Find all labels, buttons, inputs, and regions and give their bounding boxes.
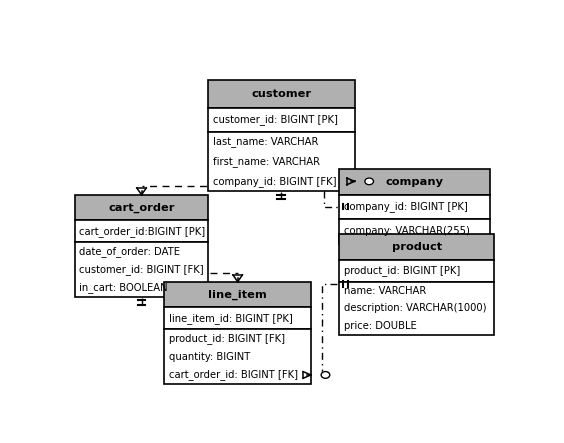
- Bar: [75, 195, 208, 220]
- Text: product: product: [392, 242, 442, 252]
- Bar: [340, 218, 490, 244]
- Text: company: VARCHAR(255): company: VARCHAR(255): [343, 226, 470, 237]
- Bar: [165, 282, 311, 307]
- Text: cart_order: cart_order: [108, 202, 175, 213]
- Text: quantity: BIGINT: quantity: BIGINT: [169, 352, 250, 362]
- Circle shape: [365, 178, 373, 185]
- Bar: [340, 234, 495, 260]
- Text: first_name: VARCHAR: first_name: VARCHAR: [213, 156, 320, 167]
- Text: line_item_id: BIGINT [PK]: line_item_id: BIGINT [PK]: [169, 313, 293, 324]
- Bar: [340, 260, 495, 282]
- Bar: [340, 169, 490, 195]
- Text: in_cart: BOOLEAN: in_cart: BOOLEAN: [79, 283, 168, 293]
- Text: price: DOUBLE: price: DOUBLE: [343, 321, 416, 331]
- Bar: [165, 330, 311, 384]
- Text: cart_order_id: BIGINT [FK]: cart_order_id: BIGINT [FK]: [169, 369, 298, 381]
- Circle shape: [321, 372, 330, 378]
- Text: product_id: BIGINT [PK]: product_id: BIGINT [PK]: [343, 265, 460, 276]
- Bar: [340, 195, 490, 218]
- Text: line_item: line_item: [208, 289, 267, 299]
- Bar: [208, 132, 355, 191]
- Text: date_of_order: DATE: date_of_order: DATE: [79, 246, 180, 257]
- Text: cart_order_id:BIGINT [PK]: cart_order_id:BIGINT [PK]: [79, 226, 205, 237]
- Bar: [208, 108, 355, 132]
- Bar: [75, 242, 208, 297]
- Bar: [165, 307, 311, 330]
- Text: description: VARCHAR(1000): description: VARCHAR(1000): [343, 303, 486, 313]
- Text: company_id: BIGINT [FK]: company_id: BIGINT [FK]: [213, 176, 336, 187]
- Text: product_id: BIGINT [FK]: product_id: BIGINT [FK]: [169, 333, 285, 344]
- Bar: [340, 282, 495, 334]
- Text: last_name: VARCHAR: last_name: VARCHAR: [213, 136, 318, 147]
- Text: customer_id: BIGINT [FK]: customer_id: BIGINT [FK]: [79, 264, 204, 275]
- Text: customer_id: BIGINT [PK]: customer_id: BIGINT [PK]: [213, 114, 337, 125]
- Text: company_id: BIGINT [PK]: company_id: BIGINT [PK]: [343, 201, 468, 212]
- Text: name: VARCHAR: name: VARCHAR: [343, 286, 426, 295]
- Text: customer: customer: [252, 89, 311, 99]
- Text: company: company: [386, 177, 444, 187]
- Bar: [75, 220, 208, 242]
- Bar: [208, 81, 355, 108]
